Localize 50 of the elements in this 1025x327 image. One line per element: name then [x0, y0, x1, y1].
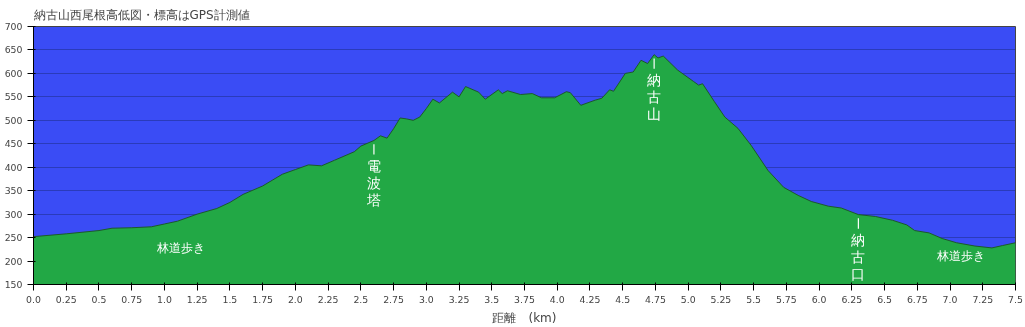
- x-tick-label: 4.25: [579, 293, 601, 305]
- x-tick-label: 2.75: [383, 293, 405, 305]
- y-tick-label: 550: [4, 91, 23, 103]
- x-tick-label: 7.5: [1008, 293, 1023, 305]
- y-tick-label: 200: [4, 255, 23, 267]
- y-tick-label: 500: [4, 114, 23, 126]
- y-tick-label: 300: [4, 208, 23, 220]
- y-tick-label: 650: [4, 44, 23, 56]
- x-tick-label: 2.25: [317, 293, 339, 305]
- x-tick-label: 2.0: [287, 293, 303, 305]
- chart-title: 納古山西尾根高低図・標高はGPS計測値: [33, 7, 250, 22]
- annotation: 納古山: [647, 72, 662, 123]
- x-tick-label: 1.25: [186, 293, 208, 305]
- x-tick-label: 6.0: [811, 293, 827, 305]
- x-tick-label: 1.5: [222, 293, 238, 305]
- annotation: 納古口: [851, 232, 866, 283]
- x-tick-label: 4.5: [615, 293, 631, 305]
- y-tick-label: 450: [4, 138, 23, 150]
- x-tick-label: 6.5: [877, 293, 893, 305]
- x-tick-label: 3.75: [514, 293, 535, 305]
- x-tick-label: 6.75: [906, 293, 928, 305]
- x-tick-label: 3.0: [418, 293, 434, 305]
- x-tick-label: 4.75: [645, 293, 666, 305]
- y-tick-label: 400: [4, 161, 23, 173]
- x-tick-label: 0.75: [121, 293, 143, 305]
- x-tick-label: 3.5: [484, 293, 500, 305]
- x-tick-label: 7.0: [942, 293, 958, 305]
- annotation: 林道歩き: [936, 249, 986, 264]
- x-tick-label: 5.75: [775, 293, 797, 305]
- x-tick-label: 4.0: [549, 293, 565, 305]
- x-tick-label: 7.25: [972, 293, 994, 305]
- y-tick-label: 700: [4, 21, 23, 32]
- x-axis-title: 距離 (km): [492, 310, 557, 325]
- x-tick-label: 6.25: [841, 293, 863, 305]
- x-tick-label: 5.0: [680, 293, 696, 305]
- y-tick-label: 350: [4, 185, 23, 197]
- x-tick-label: 1.75: [252, 293, 274, 305]
- y-tick-label: 150: [4, 279, 23, 290]
- x-tick-label: 2.5: [353, 293, 369, 305]
- x-tick-label: 3.25: [448, 293, 470, 305]
- x-tick-label: 1.0: [157, 293, 172, 305]
- x-tick-label: 5.25: [710, 293, 732, 305]
- y-tick-label: 600: [4, 67, 23, 79]
- annotation: 林道歩き: [155, 241, 205, 256]
- y-tick-label: 250: [4, 232, 23, 244]
- x-tick-label: 0.0: [26, 293, 41, 305]
- x-tick-label: 0.25: [55, 293, 77, 305]
- annotation: 電波塔: [365, 158, 381, 208]
- x-tick-label: 5.5: [746, 293, 762, 305]
- x-tick-label: 0.5: [91, 293, 107, 305]
